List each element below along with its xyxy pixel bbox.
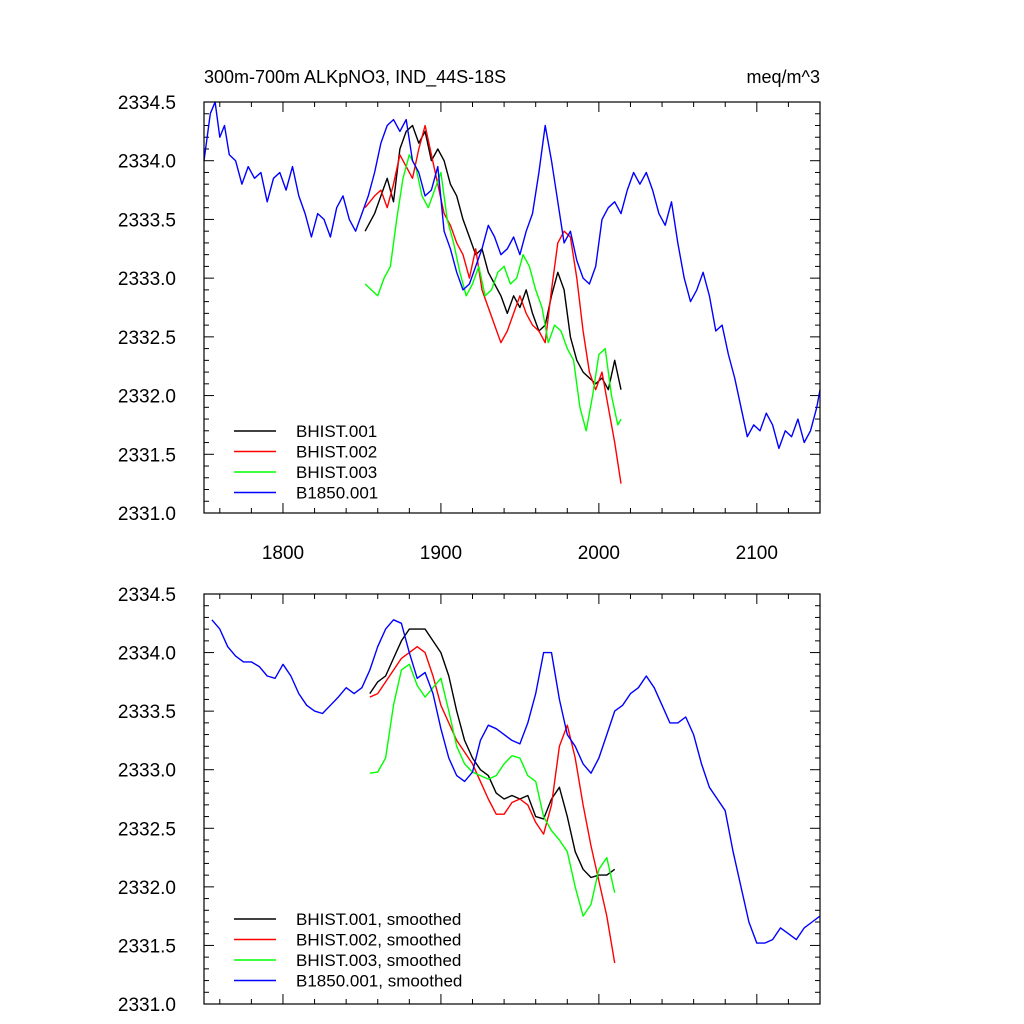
y-tick-label: 2333.0 — [118, 761, 176, 782]
legend-label-0: BHIST.001, smoothed — [296, 910, 461, 929]
y-tick-label: 2333.0 — [118, 269, 176, 290]
bottom-legend: BHIST.001, smoothed BHIST.002, smoothedBH… — [234, 910, 462, 991]
y-tick-label: 2331.5 — [118, 936, 176, 957]
chart-title: 300m-700m ALKpNO3, IND_44S-18S — [204, 67, 506, 88]
legend-label-2: BHIST.003 — [296, 463, 377, 482]
bottom-chart-panel: 2331.0 2331.5 2332.0 2332.5 2333.0 2333.5 2334… — [118, 585, 821, 1016]
y-tick-label: 2334.5 — [118, 93, 176, 114]
top-ticks — [204, 101, 821, 514]
legend-label-1: BHIST.002 — [296, 443, 377, 462]
y-tick-label: 2333.5 — [118, 702, 176, 723]
y-tick-label: 2333.5 — [118, 210, 176, 231]
bottom-plot-frame — [203, 593, 821, 1005]
x-tick-label: 2100 — [736, 543, 778, 564]
legend-label-3: B1850.001, smoothed — [296, 972, 462, 991]
legend-label-0: BHIST.001 — [296, 422, 377, 441]
bottom-series-lines — [211, 619, 821, 964]
y-tick-label: 2331.0 — [118, 995, 176, 1016]
y-tick-label: 2332.5 — [118, 328, 176, 349]
series-line-0 — [364, 124, 622, 391]
x-tick-label: 2000 — [578, 543, 620, 564]
units-label: meq/m^3 — [747, 67, 820, 87]
top-x-tick-labels: 1800 1900 2000 2100 — [262, 543, 778, 564]
series-line-3 — [211, 619, 821, 944]
y-tick-label: 2332.0 — [118, 878, 176, 899]
series-line-1 — [369, 646, 616, 964]
y-tick-label: 2332.0 — [118, 387, 176, 408]
bottom-y-tick-labels: 2331.0 2331.5 2332.0 2332.5 2333.0 2333.5 2334… — [118, 585, 176, 1016]
top-chart-panel: 300m-700m ALKpNO3, IND_44S-18S meq/m^3 2… — [118, 67, 821, 564]
x-tick-label: 1800 — [262, 543, 304, 564]
y-tick-label: 2334.0 — [118, 152, 176, 173]
y-tick-label: 2331.0 — [118, 504, 176, 525]
legend-label-2: BHIST.003, smoothed — [296, 951, 461, 970]
legend-label-1: BHIST.002, smoothed — [296, 931, 461, 950]
y-tick-label: 2334.5 — [118, 585, 176, 606]
series-line-0 — [369, 628, 616, 879]
x-tick-label: 1900 — [420, 543, 462, 564]
series-line-2 — [364, 154, 622, 432]
y-tick-label: 2334.0 — [118, 644, 176, 665]
y-tick-label: 2331.5 — [118, 445, 176, 466]
top-series-lines — [203, 101, 821, 484]
y-tick-label: 2332.5 — [118, 819, 176, 840]
top-y-tick-labels: 2331.0 2331.5 2332.0 2332.5 2333.0 2333.5 2334… — [118, 93, 176, 525]
legend-label-3: B1850.001 — [296, 484, 378, 503]
series-line-3 — [203, 101, 821, 450]
series-line-2 — [369, 663, 616, 917]
series-line-1 — [364, 124, 622, 484]
top-plot-frame — [203, 101, 821, 514]
